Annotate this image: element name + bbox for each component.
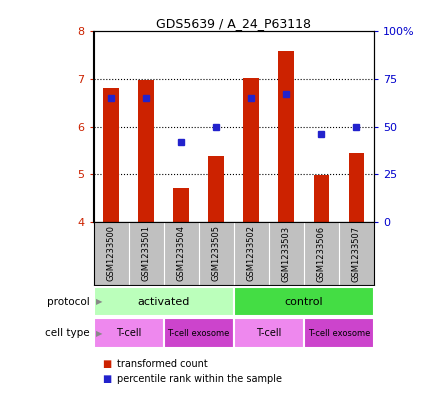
Text: cell type: cell type bbox=[45, 328, 89, 338]
Text: T-cell: T-cell bbox=[116, 328, 141, 338]
Bar bbox=[103, 88, 119, 222]
Bar bbox=[138, 80, 154, 222]
Text: ■: ■ bbox=[102, 374, 111, 384]
Text: percentile rank within the sample: percentile rank within the sample bbox=[117, 374, 282, 384]
Text: GSM1233506: GSM1233506 bbox=[317, 226, 326, 281]
Bar bbox=[244, 78, 259, 222]
Text: GSM1233500: GSM1233500 bbox=[107, 226, 116, 281]
Text: GSM1233503: GSM1233503 bbox=[282, 226, 291, 281]
Text: control: control bbox=[285, 297, 323, 307]
Text: T-cell exosome: T-cell exosome bbox=[167, 329, 230, 338]
Title: GDS5639 / A_24_P63118: GDS5639 / A_24_P63118 bbox=[156, 17, 311, 30]
Bar bbox=[208, 156, 224, 222]
Text: GSM1233507: GSM1233507 bbox=[352, 226, 361, 281]
Text: ▶: ▶ bbox=[96, 297, 102, 306]
Text: transformed count: transformed count bbox=[117, 358, 208, 369]
Text: GSM1233505: GSM1233505 bbox=[212, 226, 221, 281]
Text: GSM1233501: GSM1233501 bbox=[142, 226, 150, 281]
Text: GSM1233502: GSM1233502 bbox=[247, 226, 256, 281]
Bar bbox=[314, 175, 329, 222]
Bar bbox=[164, 318, 234, 348]
Bar bbox=[94, 287, 234, 316]
Bar bbox=[234, 287, 374, 316]
Bar bbox=[173, 188, 189, 222]
Text: activated: activated bbox=[137, 297, 190, 307]
Text: T-cell: T-cell bbox=[256, 328, 281, 338]
Bar bbox=[304, 318, 374, 348]
Text: ▶: ▶ bbox=[96, 329, 102, 338]
Text: GSM1233504: GSM1233504 bbox=[177, 226, 186, 281]
Bar bbox=[278, 51, 294, 222]
Bar bbox=[94, 318, 164, 348]
Text: protocol: protocol bbox=[46, 297, 89, 307]
Text: T-cell exosome: T-cell exosome bbox=[308, 329, 370, 338]
Bar bbox=[348, 153, 364, 222]
Text: ■: ■ bbox=[102, 358, 111, 369]
Bar bbox=[234, 318, 304, 348]
